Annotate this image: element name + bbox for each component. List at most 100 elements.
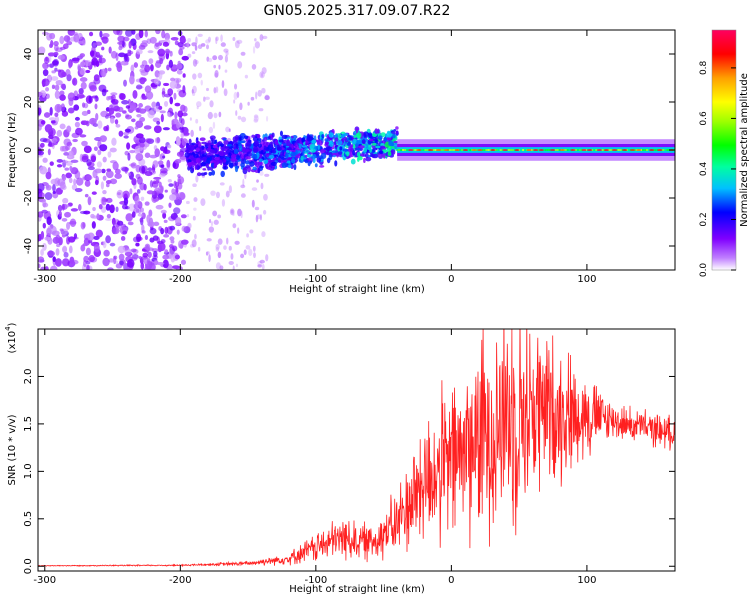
spectrogram-cell — [42, 94, 46, 98]
spectrogram-cell — [358, 145, 365, 149]
spectrogram-cell — [217, 54, 223, 61]
spectrogram-cell — [140, 64, 145, 69]
spectrogram-cell — [191, 167, 195, 172]
spectrogram-cell — [132, 89, 138, 99]
spectrogram-cell — [220, 34, 223, 42]
spectrogram-cell — [209, 135, 216, 140]
spectrogram-cell — [52, 184, 56, 192]
spectrogram-cell — [149, 36, 157, 44]
spectrogram-cell — [55, 80, 63, 86]
spectrogram-cell — [223, 88, 228, 97]
spectrogram-cell — [99, 144, 108, 152]
spectrogram-cell — [245, 156, 252, 160]
spectrogram-cell — [291, 143, 294, 150]
spectrogram-cell — [211, 169, 216, 176]
spectrogram-x-tick-label: -200 — [169, 274, 192, 285]
spectrogram-cell — [177, 176, 185, 185]
spectrogram-cell — [181, 55, 189, 61]
spectrogram-cell — [546, 149, 549, 151]
spectrogram-cell — [294, 142, 298, 148]
chart-title: GN05.2025.317.09.07.R22 — [264, 3, 451, 19]
spectrogram-cell — [72, 138, 78, 143]
spectrogram-cell — [45, 93, 50, 99]
spectrogram-cell — [192, 85, 197, 94]
spectrogram-cell — [44, 124, 53, 133]
colorbar-tick-label: 0.0 — [699, 263, 709, 278]
spectrogram-cell — [286, 157, 293, 161]
spectrogram-cell — [217, 214, 222, 219]
snr-y-tick-label: 2.0 — [23, 368, 34, 384]
spectrogram-cell — [38, 263, 41, 269]
spectrogram-cell — [170, 77, 176, 82]
spectrogram-cell — [304, 159, 309, 164]
spectrogram-cell — [213, 87, 217, 94]
spectrogram-cell — [70, 159, 79, 163]
spectrogram-cell — [105, 235, 111, 244]
spectrogram-cell — [233, 91, 238, 100]
spectrogram-cell — [309, 144, 315, 150]
spectrogram-cell — [259, 153, 263, 159]
spectrogram-cell — [603, 149, 609, 151]
spectrogram-cell — [59, 228, 64, 232]
spectrogram-cell — [131, 118, 136, 123]
spectrogram-cell — [81, 110, 89, 116]
spectrogram-cell — [234, 134, 239, 141]
spectrogram-cell — [84, 193, 89, 198]
spectrogram-cell — [108, 107, 115, 115]
spectrogram-cell — [77, 65, 82, 72]
spectrogram-cell — [46, 32, 53, 41]
spectrogram-cell — [111, 98, 119, 105]
spectrogram-cell — [263, 193, 268, 201]
spectrogram-cell — [51, 70, 56, 74]
spectrogram-cell — [131, 211, 136, 218]
spectrogram-cell — [130, 162, 137, 169]
spectrogram-cell — [356, 151, 361, 157]
spectrogram-cell — [40, 249, 44, 256]
spectrogram-cell — [213, 163, 217, 169]
spectrogram-cell — [164, 93, 172, 98]
spectrogram-cell — [121, 99, 129, 105]
snr-panel: -300 -200 -100 0 100 0.0 0.5 1.0 1.5 2.0 Height … — [4, 322, 676, 595]
spectrogram-cell — [221, 80, 225, 88]
spectrogram-cell — [139, 182, 146, 191]
spectrogram-cell — [257, 264, 262, 268]
spectrogram-cell — [664, 149, 667, 151]
spectrogram-cell — [122, 110, 127, 114]
spectrogram-cell — [129, 188, 133, 195]
spectrogram-cell — [207, 36, 212, 43]
spectrogram-cell — [161, 87, 166, 94]
spectrogram-cell — [230, 209, 234, 214]
spectrogram-cell — [197, 72, 203, 79]
spectrogram-cell — [564, 149, 568, 151]
spectrogram-cell — [205, 39, 211, 44]
spectrogram-cell — [205, 162, 209, 169]
spectrogram-cell — [350, 158, 356, 165]
spectrogram-cell — [42, 242, 47, 251]
spectrogram-y-tick-label: 0 — [23, 147, 34, 153]
spectrogram-cell — [247, 166, 251, 173]
spectrogram-cell — [259, 170, 264, 176]
spectrogram-cell — [393, 129, 397, 132]
spectrogram-cell — [523, 149, 527, 151]
spectrogram-cell — [146, 258, 151, 265]
spectrogram-cell — [348, 136, 352, 141]
spectrogram-heatmap — [38, 30, 675, 270]
spectrogram-cell — [208, 226, 215, 233]
spectrogram-cell — [191, 142, 196, 146]
spectrogram-cell — [251, 134, 256, 138]
spectrogram-cell — [170, 255, 176, 263]
spectrogram-cell — [148, 262, 156, 270]
snr-y-tick-label: 0.0 — [23, 558, 34, 574]
spectrogram-cell — [256, 165, 260, 169]
spectrogram-cell — [56, 105, 61, 114]
spectrogram-cell — [194, 164, 198, 170]
spectrogram-cell — [162, 212, 167, 219]
spectrogram-cell — [253, 153, 258, 160]
snr-series-line — [38, 329, 675, 568]
spectrogram-cell — [612, 149, 618, 151]
spectrogram-cell — [180, 259, 187, 265]
spectrogram-cell — [636, 149, 642, 151]
spectrogram-cell — [133, 62, 139, 68]
